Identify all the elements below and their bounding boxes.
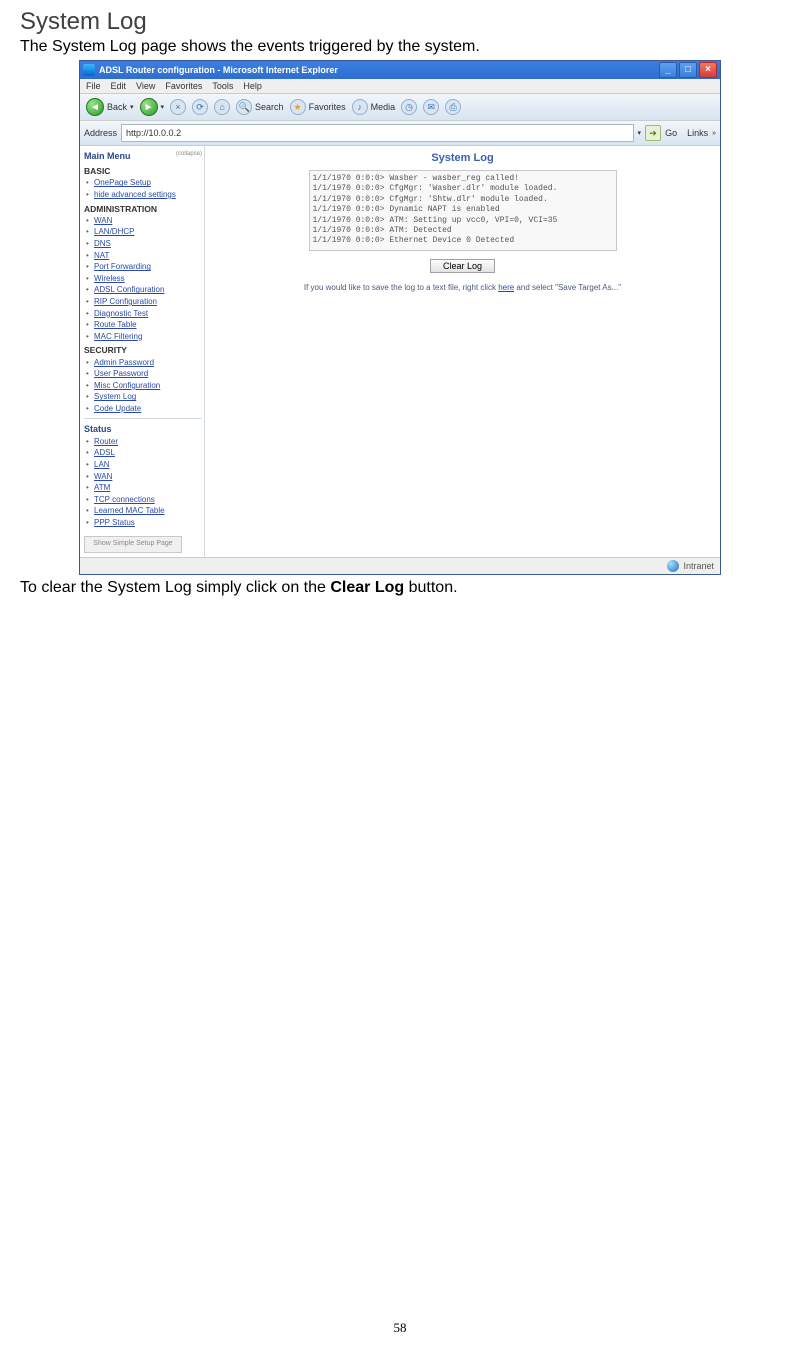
- sidebar-item-codeup[interactable]: Code Update: [84, 403, 202, 415]
- favorites-label: Favorites: [309, 102, 346, 112]
- maximize-button[interactable]: □: [679, 62, 697, 78]
- sidebar: Main Menu (collapse) BASIC OnePage Setup…: [80, 146, 205, 557]
- sidebar-collapse[interactable]: (collapse): [176, 150, 202, 163]
- main-panel: System Log 1/1/1970 0:0:0> Wasber - wasb…: [205, 146, 720, 557]
- log-textarea: 1/1/1970 0:0:0> Wasber - wasber_reg call…: [309, 170, 617, 251]
- back-button[interactable]: ◄ Back ▾: [86, 98, 134, 116]
- sidebar-item-diag[interactable]: Diagnostic Test: [84, 308, 202, 320]
- sidebar-item-route[interactable]: Route Table: [84, 319, 202, 331]
- sidebar-item-adsl[interactable]: ADSL Configuration: [84, 284, 202, 296]
- back-label: Back: [107, 102, 127, 112]
- media-icon: ♪: [352, 99, 368, 115]
- sidebar-item-st-mac[interactable]: Learned MAC Table: [84, 505, 202, 517]
- favorites-button[interactable]: ★ Favorites: [290, 99, 346, 115]
- page-number: 58: [0, 1320, 800, 1336]
- address-bar: Address http://10.0.0.2 ▾ ➔ Go Links »: [80, 121, 720, 146]
- sidebar-item-portfwd[interactable]: Port Forwarding: [84, 261, 202, 273]
- home-icon[interactable]: ⌂: [214, 99, 230, 115]
- sidebar-item-wan[interactable]: WAN: [84, 215, 202, 227]
- menubar: File Edit View Favorites Tools Help: [80, 79, 720, 93]
- sidebar-item-adminpw[interactable]: Admin Password: [84, 357, 202, 369]
- sidebar-admin-header: ADMINISTRATION: [84, 203, 202, 215]
- sidebar-item-rip[interactable]: RIP Configuration: [84, 296, 202, 308]
- sidebar-item-macfilter[interactable]: MAC Filtering: [84, 331, 202, 343]
- menu-favorites[interactable]: Favorites: [165, 81, 202, 91]
- sidebar-item-st-ppp[interactable]: PPP Status: [84, 517, 202, 529]
- menu-edit[interactable]: Edit: [111, 81, 127, 91]
- globe-icon: [667, 560, 679, 572]
- sidebar-status-header: Status: [84, 423, 202, 436]
- forward-button[interactable]: ► ▾: [140, 98, 165, 116]
- page-heading: System Log: [20, 8, 780, 36]
- menu-tools[interactable]: Tools: [212, 81, 233, 91]
- menu-file[interactable]: File: [86, 81, 101, 91]
- sidebar-security-header: SECURITY: [84, 344, 202, 356]
- sidebar-item-nat[interactable]: NAT: [84, 250, 202, 262]
- search-icon: 🔍: [236, 99, 252, 115]
- history-icon[interactable]: ◷: [401, 99, 417, 115]
- window-titlebar: ADSL Router configuration - Microsoft In…: [80, 61, 720, 79]
- sidebar-item-wireless[interactable]: Wireless: [84, 273, 202, 285]
- media-label: Media: [371, 102, 396, 112]
- forward-icon: ►: [140, 98, 158, 116]
- sidebar-item-st-atm[interactable]: ATM: [84, 482, 202, 494]
- sidebar-item-quick[interactable]: OnePage Setup: [84, 177, 202, 189]
- caption-post: button.: [404, 579, 457, 596]
- caption-pre: To clear the System Log simply click on …: [20, 579, 330, 596]
- go-label: Go: [665, 128, 677, 138]
- content-area: Main Menu (collapse) BASIC OnePage Setup…: [80, 146, 720, 557]
- intro-text: The System Log page shows the events tri…: [20, 38, 780, 56]
- address-input[interactable]: http://10.0.0.2: [121, 124, 634, 142]
- sidebar-item-st-wan[interactable]: WAN: [84, 471, 202, 483]
- save-hint: If you would like to save the log to a t…: [205, 283, 720, 292]
- window-title: ADSL Router configuration - Microsoft In…: [99, 65, 659, 75]
- sidebar-item-misc[interactable]: Misc Configuration: [84, 380, 202, 392]
- sidebar-item-userpw[interactable]: User Password: [84, 368, 202, 380]
- print-icon[interactable]: ⎙: [445, 99, 461, 115]
- star-icon: ★: [290, 99, 306, 115]
- search-button[interactable]: 🔍 Search: [236, 99, 284, 115]
- mail-icon[interactable]: ✉: [423, 99, 439, 115]
- status-text: Intranet: [683, 561, 714, 571]
- sidebar-item-hide[interactable]: hide advanced settings: [84, 189, 202, 201]
- menu-view[interactable]: View: [136, 81, 155, 91]
- address-value: http://10.0.0.2: [126, 128, 181, 138]
- hint-pre: If you would like to save the log to a t…: [304, 283, 498, 292]
- minimize-button[interactable]: _: [659, 62, 677, 78]
- sidebar-item-syslog[interactable]: System Log: [84, 391, 202, 403]
- ie-window: ADSL Router configuration - Microsoft In…: [79, 60, 721, 575]
- bottom-caption: To clear the System Log simply click on …: [20, 579, 780, 597]
- refresh-icon[interactable]: ⟳: [192, 99, 208, 115]
- sidebar-item-st-tcp[interactable]: TCP connections: [84, 494, 202, 506]
- sidebar-title: Main Menu: [84, 150, 131, 163]
- media-button[interactable]: ♪ Media: [352, 99, 396, 115]
- address-label: Address: [84, 128, 117, 138]
- back-icon: ◄: [86, 98, 104, 116]
- menu-help[interactable]: Help: [243, 81, 262, 91]
- hint-here-link[interactable]: here: [498, 283, 514, 292]
- sidebar-basic-header: BASIC: [84, 165, 202, 177]
- toolbar: ◄ Back ▾ ► ▾ × ⟳ ⌂ 🔍 Search ★ Favorites …: [80, 93, 720, 121]
- sidebar-item-router[interactable]: Router: [84, 436, 202, 448]
- clear-log-button[interactable]: Clear Log: [430, 259, 495, 273]
- panel-title: System Log: [205, 152, 720, 164]
- sidebar-simple-setup[interactable]: Show Simple Setup Page: [84, 536, 182, 552]
- sidebar-item-dns[interactable]: DNS: [84, 238, 202, 250]
- sidebar-item-lan[interactable]: LAN/DHCP: [84, 226, 202, 238]
- go-button[interactable]: ➔: [645, 125, 661, 141]
- links-label[interactable]: Links: [687, 128, 708, 138]
- stop-icon[interactable]: ×: [170, 99, 186, 115]
- close-button[interactable]: ×: [699, 62, 717, 78]
- search-label: Search: [255, 102, 284, 112]
- caption-bold: Clear Log: [330, 579, 404, 596]
- statusbar: Intranet: [80, 557, 720, 574]
- sidebar-item-st-lan[interactable]: LAN: [84, 459, 202, 471]
- ie-icon: [83, 64, 95, 76]
- hint-post: and select "Save Target As...": [514, 283, 621, 292]
- sidebar-item-st-adsl[interactable]: ADSL: [84, 447, 202, 459]
